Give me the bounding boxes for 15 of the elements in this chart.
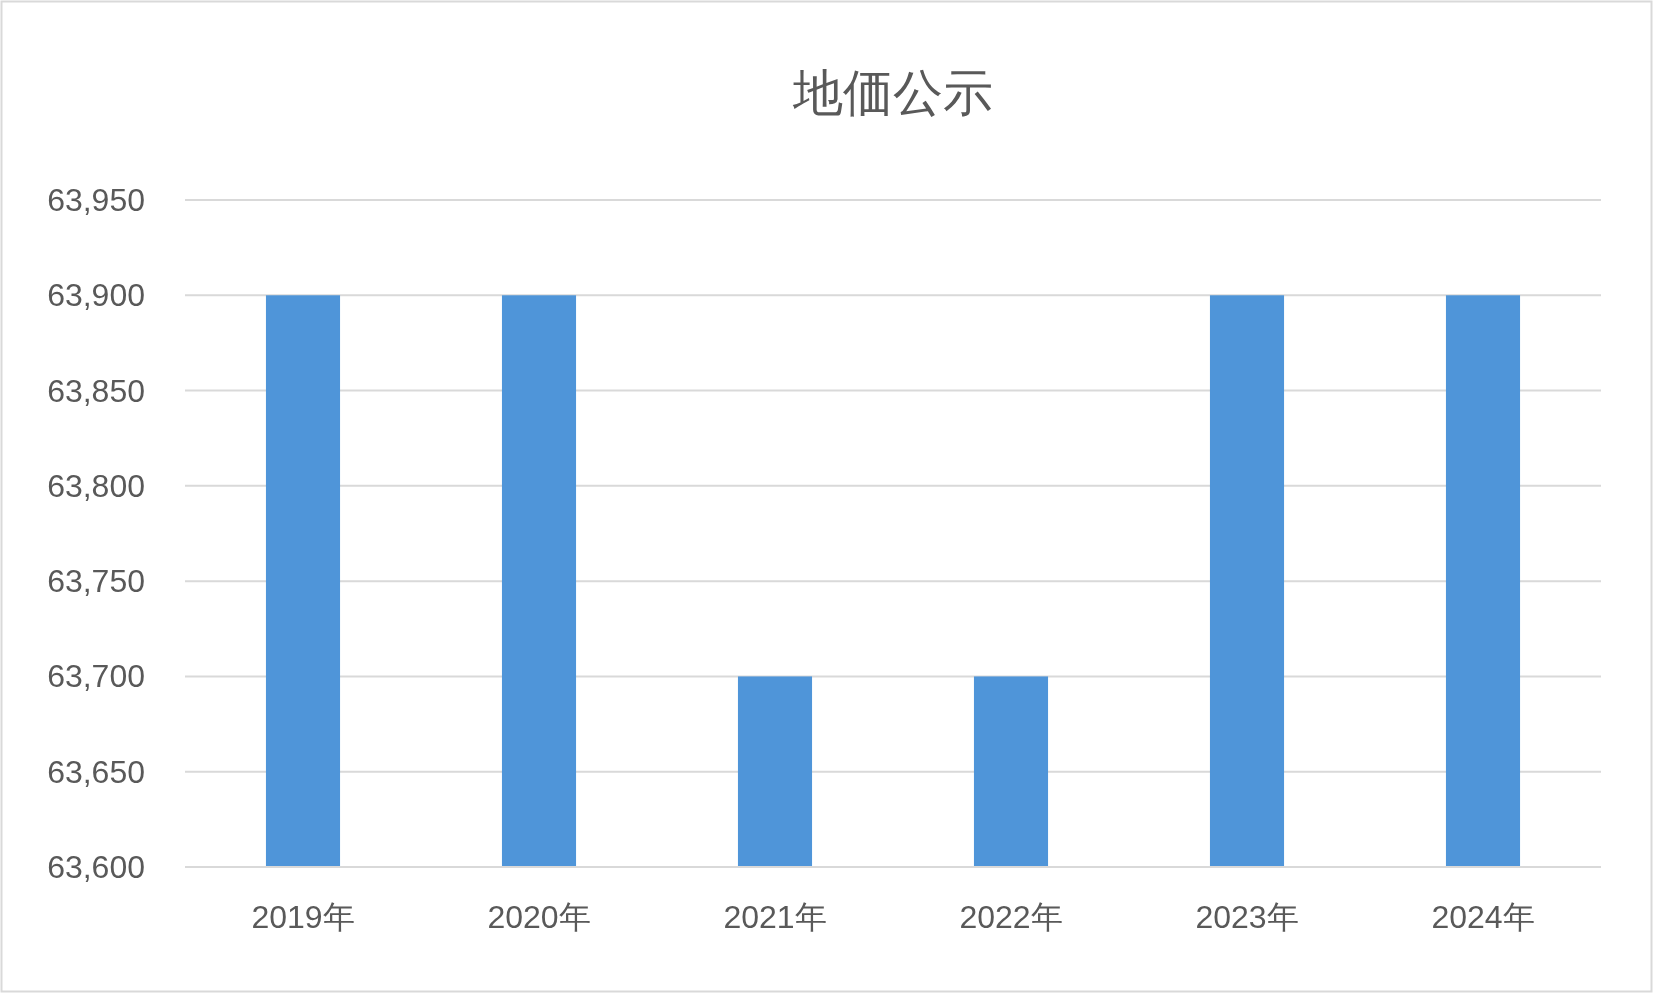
y-tick-label: 63,600 — [47, 849, 145, 885]
x-tick-label: 2019年 — [251, 899, 355, 935]
y-tick-label: 63,750 — [47, 563, 145, 600]
x-tick-label: 2022年 — [959, 899, 1063, 935]
y-tick-label: 63,700 — [47, 658, 145, 695]
y-tick-label: 63,650 — [47, 753, 145, 790]
x-tick-label: 2021年 — [723, 899, 827, 935]
y-tick-label: 63,850 — [47, 372, 145, 409]
x-tick-label: 2023年 — [1195, 899, 1299, 935]
y-tick-label: 63,950 — [47, 182, 145, 218]
x-tick-label: 2020年 — [487, 899, 591, 935]
y-tick-label: 63,900 — [47, 277, 145, 314]
chart-title: 地価公示 — [792, 65, 993, 121]
y-tick-label: 63,800 — [47, 467, 145, 504]
x-tick-label: 2024年 — [1431, 899, 1535, 935]
